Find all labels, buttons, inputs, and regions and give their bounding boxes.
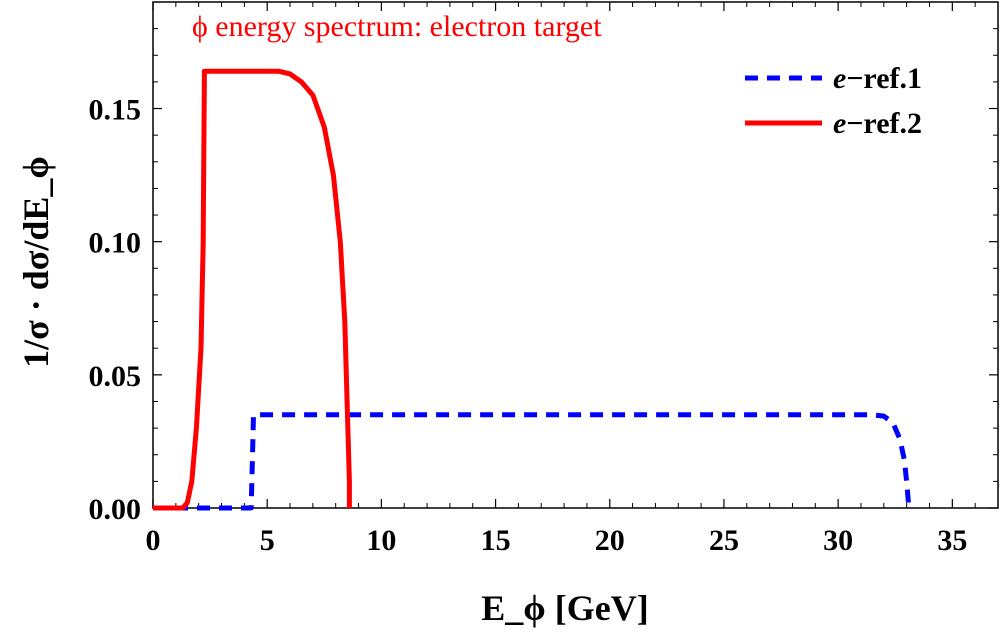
- axis-ticks: [152, 2, 999, 509]
- y-tick-label: 0.00: [89, 493, 142, 526]
- x-tick-label: 25: [709, 524, 739, 557]
- y-axis-title: 1/σ · dσ/dE_ϕ: [16, 156, 56, 368]
- x-tick-label: 30: [823, 524, 853, 557]
- x-tick-label: 15: [481, 524, 511, 557]
- x-tick-label: 5: [260, 524, 275, 557]
- y-tick-label: 0.05: [89, 360, 142, 393]
- x-tick-label: 0: [146, 524, 161, 557]
- x-tick-label: 20: [595, 524, 625, 557]
- x-tick-label: 10: [366, 524, 396, 557]
- plot-frame: [152, 1, 999, 509]
- x-tick-label: 35: [937, 524, 967, 557]
- legend-label-ref2: e−ref.2: [833, 107, 922, 140]
- series-line-1: [153, 412, 912, 511]
- chart-title: ϕ energy spectrum: electron target: [192, 10, 602, 43]
- y-tick-label: 0.15: [89, 94, 142, 127]
- x-axis-title: E_ϕ [GeV]: [481, 588, 648, 628]
- legend-label-ref1: e−ref.1: [833, 62, 922, 95]
- series-line-2: [153, 68, 352, 511]
- y-tick-label: 0.10: [89, 227, 142, 260]
- x-tick-labels: 0 5 10 15 20 25 30 35: [146, 524, 968, 557]
- series-layer: [153, 68, 912, 511]
- y-tick-labels: 0.00 0.05 0.10 0.15: [89, 94, 142, 526]
- legend: e−ref.1 e−ref.2: [745, 62, 922, 140]
